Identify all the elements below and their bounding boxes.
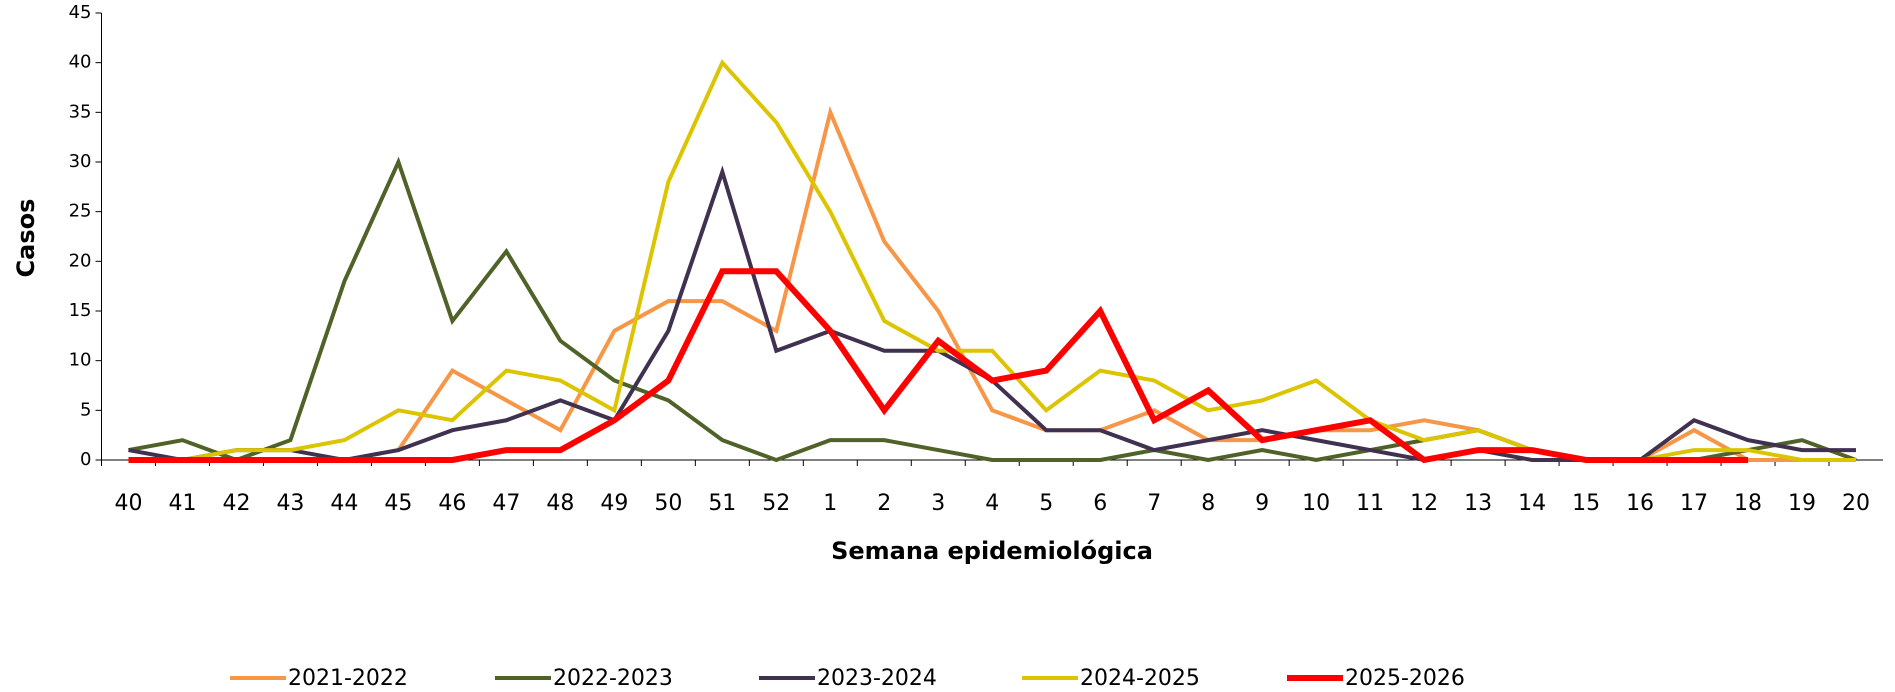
series-line [128,59,1857,462]
x-tick-label: 42 [222,491,250,516]
x-tick-label: 41 [168,491,196,516]
x-tick-label: 18 [1734,491,1762,516]
x-tick-label: 19 [1788,491,1816,516]
y-tick-label: 20 [69,250,92,271]
x-tick-label: 40 [114,491,142,516]
series-line [128,268,1749,464]
series-line [128,105,1857,462]
x-tick-label: 15 [1572,491,1600,516]
x-tick-label: 47 [492,491,520,516]
x-tick-label: 2 [877,491,891,516]
x-tick-label: 4 [985,491,999,516]
x-tick-label: 14 [1518,491,1546,516]
x-tick-label: 7 [1147,491,1161,516]
x-tick-label: 1 [823,491,837,516]
x-tick-label: 9 [1255,491,1269,516]
x-tick-label: 11 [1356,491,1384,516]
x-tick-label: 16 [1626,491,1654,516]
x-tick-label: 17 [1680,491,1708,516]
x-tick-label: 44 [330,491,358,516]
x-tick-label: 49 [600,491,628,516]
y-tick-label: 30 [69,151,92,172]
x-tick-label: 3 [931,491,945,516]
x-tick-label: 12 [1410,491,1438,516]
x-tick-label: 6 [1093,491,1107,516]
legend-label: 2023-2024 [817,666,937,691]
y-tick-label: 25 [69,201,92,222]
x-tick-label: 13 [1464,491,1492,516]
x-tick-label: 51 [708,491,736,516]
x-axis-title: Semana epidemiológica [831,537,1153,565]
x-tick-label: 46 [438,491,466,516]
x-tick-label: 50 [654,491,682,516]
y-tick-label: 10 [69,350,92,371]
legend-label: 2025-2026 [1345,666,1465,691]
y-tick-label: 40 [69,52,92,73]
y-tick-label: 35 [69,101,92,122]
x-tick-label: 10 [1302,491,1330,516]
y-tick-label: 45 [69,2,92,23]
x-tick-label: 20 [1842,491,1870,516]
y-tick-label: 5 [80,399,91,420]
legend-label: 2021-2022 [288,666,408,691]
x-tick-label: 5 [1039,491,1053,516]
y-tick-label: 15 [69,300,92,321]
legend-label: 2022-2023 [553,666,673,691]
x-tick-label: 8 [1201,491,1215,516]
x-tick-label: 48 [546,491,574,516]
x-tick-label: 43 [276,491,304,516]
legend-label: 2024-2025 [1080,666,1200,691]
x-tick-label: 52 [762,491,790,516]
y-tick-label: 0 [80,449,91,470]
y-axis-title: Casos [12,199,40,278]
x-tick-label: 45 [384,491,412,516]
